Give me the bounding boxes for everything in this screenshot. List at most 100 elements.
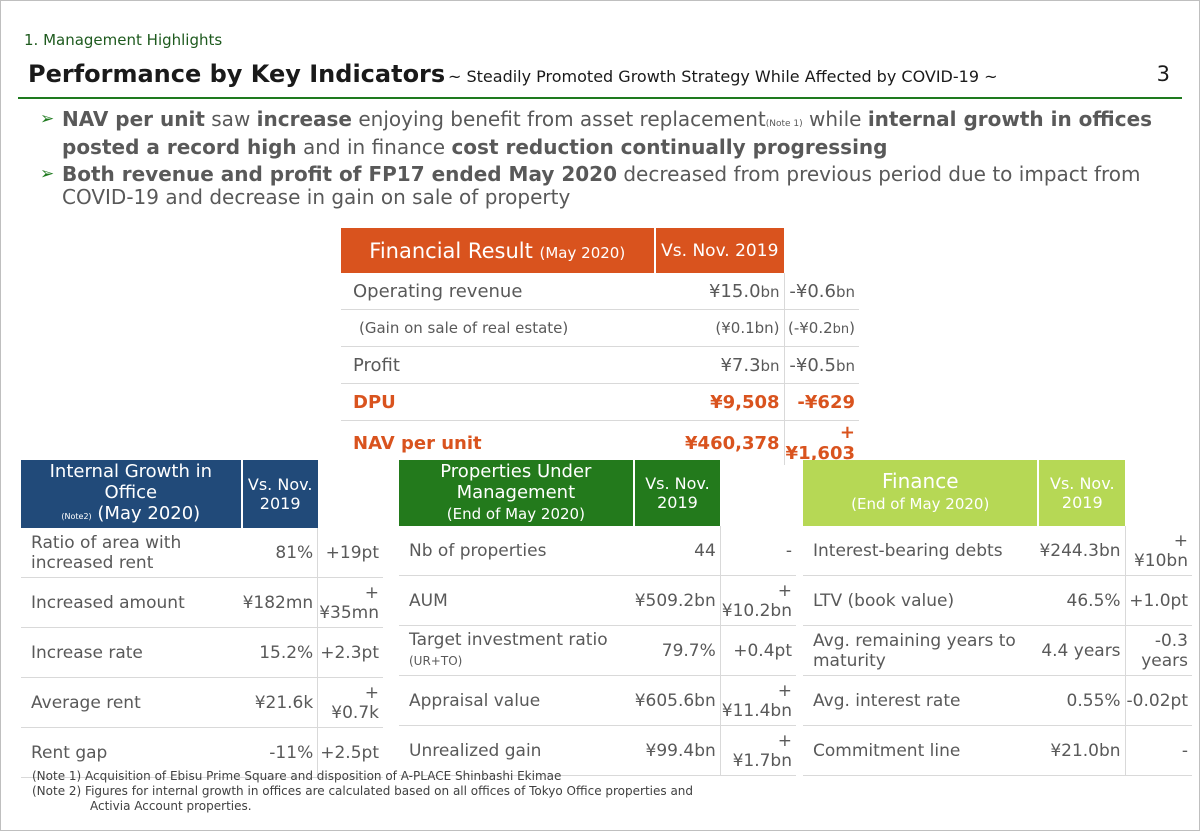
row-value: (¥0.1bn) <box>654 309 785 347</box>
row-label: LTV (book value) <box>803 575 1039 626</box>
row-change: - <box>720 526 796 576</box>
bullet-1-note-ref: (Note 1) <box>765 119 803 129</box>
row-value: ¥9,508 <box>654 383 785 421</box>
financial-result-table: Financial Result (May 2020) Vs. Nov. 201… <box>341 228 859 465</box>
table-row: DPU ¥9,508 -¥629 <box>341 383 859 421</box>
page-title: Performance by Key Indicators <box>28 60 446 88</box>
change-unit: bn <box>832 322 850 337</box>
row-value: 44 <box>633 526 721 576</box>
finance-header: Finance (End of May 2020) Vs. Nov. 2019 <box>803 460 1192 526</box>
row-change: +¥1,603 <box>785 422 856 464</box>
page-number: 3 <box>1156 62 1170 86</box>
row-label: (Gain on sale of real estate) <box>341 309 655 347</box>
row-value: ¥182mn <box>241 577 319 628</box>
bullet-item-1: ➢ NAV per unit saw increase enjoying ben… <box>40 108 1180 159</box>
table-row: Operating revenue ¥15.0bn -¥0.6bn <box>341 273 859 310</box>
table-row: Increase rate 15.2% +2.3pt <box>21 627 383 678</box>
properties-table: Properties Under Management (End of May 2… <box>399 460 796 776</box>
footnote-1: (Note 1) Acquisition of Ebisu Prime Squa… <box>32 769 562 783</box>
row-label: NAV per unit <box>353 432 482 454</box>
arrow-bullet-icon: ➢ <box>40 109 55 129</box>
row-label: Ratio of area with increased rent <box>21 528 242 578</box>
bullet-1-text-3: while <box>802 107 868 131</box>
value-number: ¥7.3 <box>720 354 761 376</box>
properties-panel: Properties Under Management (End of May 2… <box>399 460 796 776</box>
row-value: ¥21.6k <box>241 677 319 728</box>
table-row: Appraisal value ¥605.6bn +¥11.4bn <box>399 675 796 726</box>
financial-result-title: Financial Result (May 2020) <box>341 228 656 273</box>
table-row: NAV per unit ¥460,378 +¥1,603 <box>341 420 859 465</box>
row-label: Commitment line <box>803 725 1039 776</box>
row-value: 81% <box>241 528 319 578</box>
change-number: -¥0.6 <box>789 280 836 302</box>
finance-title-text: Finance <box>881 469 959 493</box>
table-row: Ratio of area with increased rent 81% +19p… <box>21 528 383 578</box>
properties-change-header: Vs. Nov. 2019 <box>633 460 721 526</box>
value-number: ¥15.0 <box>708 280 761 302</box>
row-label: Unrealized gain <box>399 725 634 776</box>
bullet-1-bold-3: internal growth in offices posted a reco… <box>62 107 1153 159</box>
row-label: Target investment ratio (UR+TO) <box>399 625 634 676</box>
footnote-2-continued: Activia Account properties. <box>90 799 252 813</box>
internal-growth-table: Internal Growth in Office (Note2) (May 20… <box>21 460 383 778</box>
bullet-1-bold-4: cost reduction continually progressing <box>451 135 888 159</box>
internal-growth-title-text: Internal Growth in Office <box>49 461 212 503</box>
row-value: 46.5% <box>1038 575 1126 626</box>
row-value: ¥244.3bn <box>1038 526 1126 576</box>
table-row: Nb of properties 44- <box>399 526 796 576</box>
title-rule <box>18 97 1182 99</box>
row-label-qualifier: (UR+TO) <box>409 654 463 668</box>
change-unit: bn <box>835 356 855 375</box>
row-value: ¥460,378 <box>654 420 785 465</box>
row-change: -¥0.6bn <box>784 273 859 310</box>
change-number: -¥0.5 <box>789 354 836 376</box>
table-row: Average rent ¥21.6k +¥0.7k <box>21 677 383 728</box>
row-change: (-¥0.2bn) <box>784 309 859 347</box>
properties-title-text: Properties Under Management <box>440 461 592 503</box>
table-row: Target investment ratio (UR+TO) 79.7% +0.4… <box>399 625 796 676</box>
row-change: +2.3pt <box>317 627 383 678</box>
row-change: -0.3 years <box>1125 625 1192 676</box>
table-row: Increased amount ¥182mn +¥35mn <box>21 577 383 628</box>
row-label: Avg. interest rate <box>803 675 1039 726</box>
change-number: (-¥0.2 <box>787 319 833 337</box>
row-label: Interest-bearing debts <box>803 526 1039 576</box>
internal-growth-header: Internal Growth in Office (Note2) (May 20… <box>21 460 383 528</box>
row-label: Increase rate <box>21 627 242 678</box>
row-change: +19pt <box>317 528 383 578</box>
row-change: - <box>1125 725 1192 776</box>
row-value: 79.7% <box>633 625 721 676</box>
row-change: +2.5pt <box>317 727 383 778</box>
row-change: +¥0.7k <box>317 677 383 728</box>
financial-result-header: Financial Result (May 2020) Vs. Nov. 201… <box>341 228 859 273</box>
table-row: (Gain on sale of real estate) (¥0.1bn) (… <box>341 309 859 347</box>
row-label: Rent gap <box>21 727 242 778</box>
bullet-item-2: ➢ Both revenue and profit of FP17 ended … <box>40 163 1180 209</box>
row-change: +¥1.7bn <box>720 725 796 776</box>
table-row: Interest-bearing debts ¥244.3bn +¥10bn <box>803 526 1192 576</box>
page-subtitle: ~ Steadily Promoted Growth Strategy Whil… <box>448 67 998 86</box>
section-label: 1. Management Highlights <box>24 31 223 49</box>
change-unit: bn <box>835 282 855 301</box>
financial-result-period: (May 2020) <box>539 243 626 262</box>
row-value: 15.2% <box>241 627 319 678</box>
row-change: +¥35mn <box>317 577 383 628</box>
row-value: ¥21.0bn <box>1038 725 1126 776</box>
finance-title: Finance (End of May 2020) <box>803 460 1040 526</box>
table-row: Avg. interest rate 0.55% -0.02pt <box>803 675 1192 726</box>
table-row: Rent gap -11% +2.5pt <box>21 727 383 778</box>
table-row: Profit ¥7.3bn -¥0.5bn <box>341 346 859 384</box>
row-label: DPU <box>341 383 655 421</box>
row-value: ¥99.4bn <box>633 725 721 776</box>
internal-growth-period: (May 2020) <box>97 503 201 524</box>
table-row: Avg. remaining years to maturity 4.4 year… <box>803 625 1192 676</box>
properties-header: Properties Under Management (End of May 2… <box>399 460 796 526</box>
finance-period: (End of May 2020) <box>851 495 990 513</box>
value-unit: bn <box>760 282 780 301</box>
row-label: Average rent <box>21 677 242 728</box>
row-change: -¥629 <box>784 383 859 421</box>
row-value: 4.4 years <box>1038 625 1126 676</box>
row-value: ¥7.3bn <box>654 346 785 384</box>
row-change: +1.0pt <box>1125 575 1192 626</box>
row-label: Increased amount <box>21 577 242 628</box>
